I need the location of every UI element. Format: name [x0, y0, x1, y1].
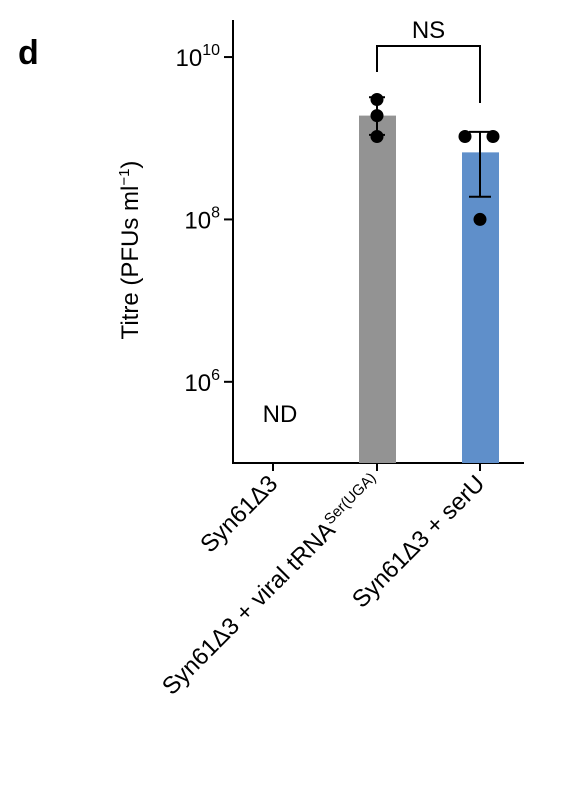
x-tick-label: Syn61Δ3: [195, 470, 283, 558]
y-axis-label-sup: −1: [116, 169, 133, 186]
x-tick-label-text: Syn61Δ3: [195, 470, 283, 558]
y-tick-label: 106: [184, 367, 220, 397]
empty-label: ND: [263, 401, 298, 428]
data-point: [458, 130, 472, 144]
x-tick-label-text: Syn61Δ3 + viral tRNA: [157, 517, 341, 701]
significance-bracket: [376, 45, 481, 103]
y-axis-label-end: ): [117, 161, 144, 169]
y-tick-base: 10: [176, 45, 203, 72]
data-point: [486, 130, 500, 144]
bar: [462, 152, 499, 463]
y-axis-label-text: Titre (PFUs ml: [117, 186, 144, 340]
y-tick-exponent: 6: [211, 367, 220, 384]
data-point: [370, 130, 384, 144]
y-tick-base: 10: [184, 370, 211, 397]
y-tick-base: 10: [184, 207, 211, 234]
data-point: [370, 109, 384, 123]
error-bar: [469, 130, 491, 198]
y-tick-label: 1010: [176, 42, 221, 72]
y-tick-label: 108: [184, 204, 220, 234]
y-tick-exponent: 8: [211, 204, 220, 221]
bar: [359, 115, 396, 463]
x-tick-label-sup: Ser(UGA): [321, 469, 380, 528]
data-point: [370, 93, 384, 107]
panel-label: d: [18, 34, 39, 72]
data-point: [473, 212, 487, 226]
x-tick-label: Syn61Δ3 + viral tRNASer(UGA): [156, 469, 387, 700]
y-axis-label: Titre (PFUs ml−1): [116, 161, 144, 340]
y-tick-exponent: 10: [202, 42, 220, 59]
annotation: NS: [412, 17, 445, 44]
